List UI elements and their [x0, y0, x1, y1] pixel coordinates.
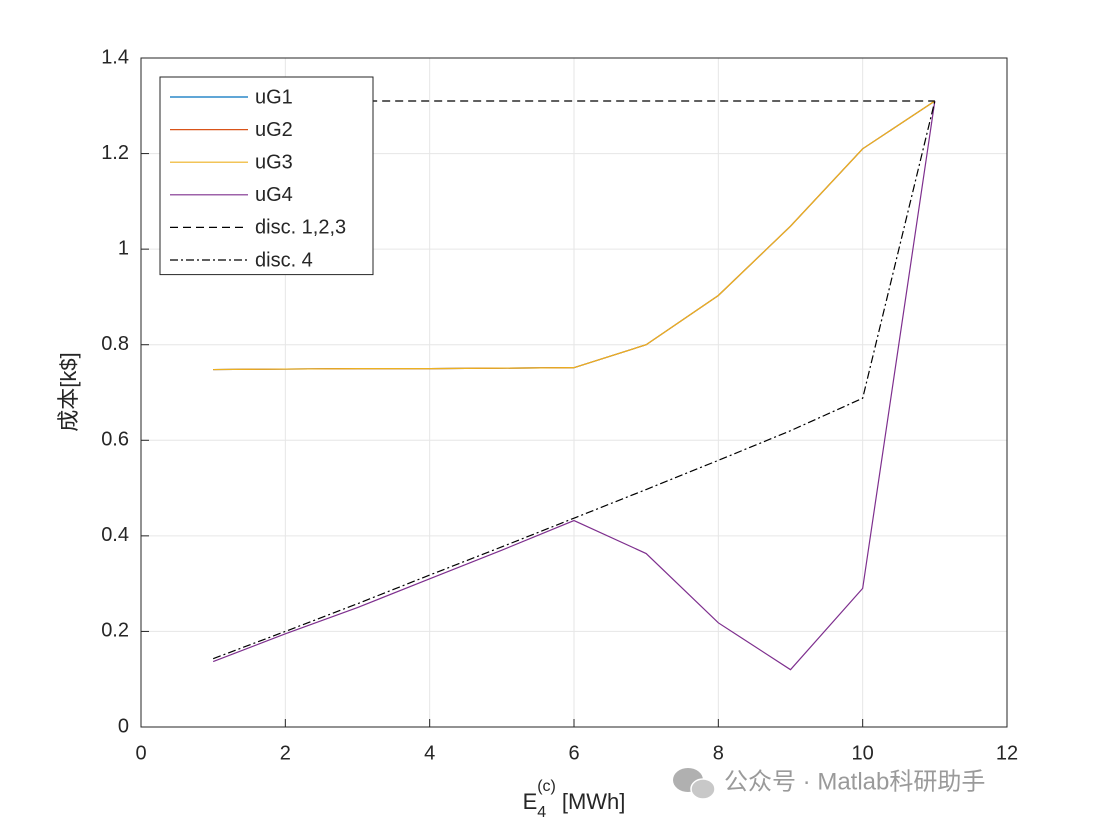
- x-label-sup: (c): [537, 778, 556, 795]
- y-axis-label: 成本[k$]: [56, 352, 81, 431]
- x-tick-label: 8: [713, 742, 724, 764]
- legend-label: uG4: [255, 184, 293, 206]
- x-tick-label: 10: [852, 742, 874, 764]
- x-tick-label: 0: [135, 742, 146, 764]
- legend-label: uG2: [255, 119, 293, 141]
- legend-label: uG3: [255, 151, 293, 173]
- legend-label: disc. 1,2,3: [255, 217, 346, 239]
- legend: uG1 uG2 uG3 uG4 disc. 1,2,3 disc. 4: [159, 76, 374, 276]
- y-tick-label: 1: [118, 237, 129, 259]
- series-line: [212, 100, 936, 660]
- y-tick-label: 0.4: [101, 524, 129, 546]
- watermark: 公众号 · Matlab科研助手: [724, 768, 985, 795]
- y-tick-label: 1.2: [101, 142, 129, 164]
- x-tick-label: 4: [424, 742, 435, 764]
- y-tick-label: 0.6: [101, 429, 129, 451]
- y-tick-label: 0.8: [101, 333, 129, 355]
- series-line: [212, 100, 936, 671]
- legend-label: uG1: [255, 86, 293, 108]
- y-tick-label: 0.2: [101, 620, 129, 642]
- x-tick-label: 2: [280, 742, 291, 764]
- legend-label: disc. 4: [255, 249, 313, 271]
- watermark-icon: [673, 768, 716, 800]
- x-tick-label: 12: [996, 742, 1018, 764]
- plot-lines: [212, 100, 936, 671]
- x-label-unit: [MWh]: [562, 789, 626, 814]
- y-tick-label: 1.4: [101, 46, 129, 68]
- x-label-sub: 4: [537, 804, 546, 821]
- x-axis-label: E4 (c) [MWh]: [523, 778, 626, 821]
- legend-box: [159, 76, 374, 276]
- x-tick-label: 6: [568, 742, 579, 764]
- y-tick-label: 0: [118, 715, 129, 737]
- x-label-base: E: [523, 789, 538, 814]
- series-line: [213, 100, 936, 371]
